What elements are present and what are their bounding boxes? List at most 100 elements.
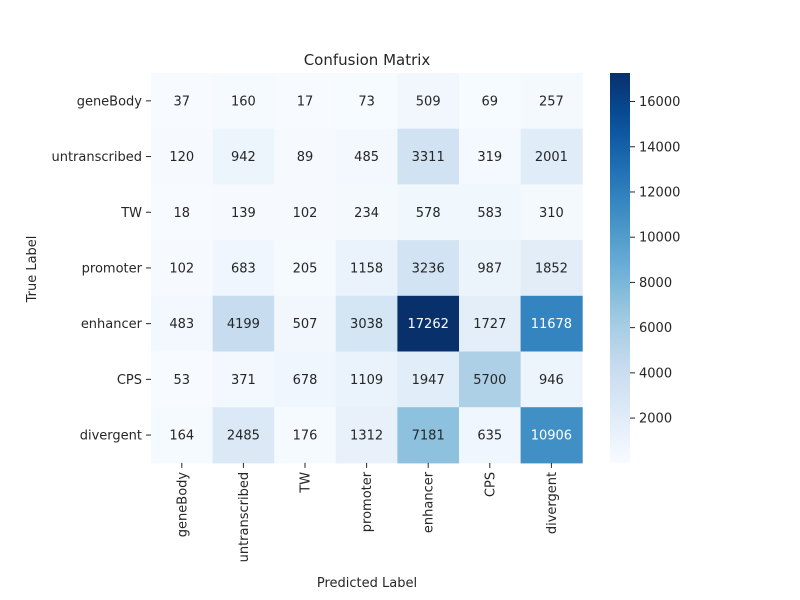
heatmap-cell — [212, 351, 275, 408]
heatmap-cell — [151, 73, 214, 130]
cell-label: 205 — [293, 261, 318, 276]
cell-label: 678 — [293, 373, 318, 388]
cell-label: 176 — [293, 429, 318, 444]
chart-title: Confusion Matrix — [304, 51, 431, 69]
heatmap-cell — [397, 128, 460, 185]
heatmap-cell — [335, 73, 398, 130]
heatmap-cell — [520, 407, 583, 464]
heatmap-cell — [459, 295, 522, 352]
y-tick-label: promoter — [82, 261, 143, 276]
heatmap-cell — [274, 240, 337, 297]
heatmap-cell — [274, 128, 337, 185]
heatmap-cell — [151, 407, 214, 464]
cell-label: 509 — [416, 94, 441, 109]
heatmap-cell — [212, 73, 275, 130]
cell-label: 1727 — [473, 317, 506, 332]
heatmap-cell — [397, 240, 460, 297]
x-axis-label: Predicted Label — [317, 576, 417, 591]
heatmap-cell — [397, 351, 460, 408]
heatmap-cell — [397, 184, 460, 241]
x-axis-ticks: geneBody untranscribed TW promoter enhancer C… — [175, 462, 560, 562]
cell-label: 234 — [354, 206, 379, 221]
heatmap-cell — [212, 295, 275, 352]
heatmap-cell — [151, 128, 214, 185]
colorbar-tick-label: 12000 — [639, 185, 680, 200]
cell-label: 257 — [539, 94, 564, 109]
heatmap-cell — [335, 295, 398, 352]
cell-label: 17262 — [408, 317, 449, 332]
y-tick-label: geneBody — [77, 94, 143, 109]
y-tick-label: enhancer — [81, 317, 143, 332]
cell-label: 1947 — [412, 373, 445, 388]
heatmap-cell — [212, 184, 275, 241]
cell-label: 2001 — [535, 150, 568, 165]
cell-label: 507 — [293, 317, 318, 332]
heatmap-cell — [459, 240, 522, 297]
colorbar-tick-label: 8000 — [639, 276, 672, 291]
y-tick-label: untranscribed — [51, 150, 142, 165]
cell-label: 164 — [169, 429, 194, 444]
cell-label: 11678 — [531, 317, 572, 332]
cell-label: 37 — [174, 94, 191, 109]
heatmap-cell — [274, 184, 337, 241]
colorbar-tick-label: 4000 — [639, 366, 672, 381]
heatmap-cell — [274, 351, 337, 408]
colorbar-tick-label: 6000 — [639, 321, 672, 336]
cell-label: 2485 — [227, 429, 260, 444]
y-axis-ticks: geneBody untranscribed TW promoter enhancer C… — [51, 94, 151, 444]
cell-label: 3038 — [350, 317, 383, 332]
cell-label: 4199 — [227, 317, 260, 332]
cell-label: 73 — [358, 94, 375, 109]
cell-label: 89 — [297, 150, 314, 165]
heatmap-cell — [335, 240, 398, 297]
cell-label: 120 — [169, 150, 194, 165]
heatmap-cell — [520, 73, 583, 130]
cell-label: 3236 — [412, 261, 445, 276]
cell-label: 485 — [354, 150, 379, 165]
heatmap-cell — [274, 73, 337, 130]
heatmap-cell — [212, 128, 275, 185]
cell-label: 102 — [169, 261, 194, 276]
colorbar: 2000 4000 6000 8000 10000 12000 14000 16000 — [610, 73, 680, 463]
cell-label: 635 — [477, 429, 502, 444]
heatmap-cell — [212, 240, 275, 297]
cell-label: 483 — [169, 317, 194, 332]
heatmap-cell — [459, 73, 522, 130]
x-tick-label: CPS — [483, 472, 498, 497]
heatmap-cell — [459, 128, 522, 185]
y-tick-label: TW — [120, 206, 142, 221]
cell-label: 7181 — [412, 429, 445, 444]
cell-label: 942 — [231, 150, 256, 165]
cell-label: 578 — [416, 206, 441, 221]
heatmap-cell — [274, 295, 337, 352]
colorbar-tick-label: 2000 — [639, 412, 672, 427]
cell-label: 69 — [482, 94, 499, 109]
heatmap-cell — [459, 407, 522, 464]
colorbar-tick-label: 16000 — [639, 95, 680, 110]
heatmap-cell — [459, 351, 522, 408]
cell-label: 3311 — [412, 150, 445, 165]
y-axis-label: True Label — [25, 236, 40, 304]
cell-label: 310 — [539, 206, 564, 221]
x-tick-label: promoter — [360, 471, 375, 532]
cell-label: 683 — [231, 261, 256, 276]
y-tick-label: divergent — [80, 429, 142, 444]
cell-label: 53 — [174, 373, 191, 388]
heatmap-cell — [151, 295, 214, 352]
colorbar-tick-label: 10000 — [639, 231, 680, 246]
cell-label: 5700 — [473, 373, 506, 388]
cell-label: 1852 — [535, 261, 568, 276]
heatmap-cell — [397, 407, 460, 464]
heatmap-cell — [520, 295, 583, 352]
cell-label: 946 — [539, 373, 564, 388]
heatmap-cells: 37 160 17 73 509 69 257 120 942 89 485 3311 319 2001 1… — [151, 73, 583, 464]
heatmap-cell — [520, 184, 583, 241]
x-tick-label: enhancer — [422, 471, 437, 533]
cell-label: 987 — [477, 261, 502, 276]
cell-label: 160 — [231, 94, 256, 109]
cell-label: 18 — [174, 206, 191, 221]
heatmap-cell — [335, 128, 398, 185]
heatmap-cell — [212, 407, 275, 464]
cell-label: 17 — [297, 94, 314, 109]
heatmap-cell — [335, 407, 398, 464]
